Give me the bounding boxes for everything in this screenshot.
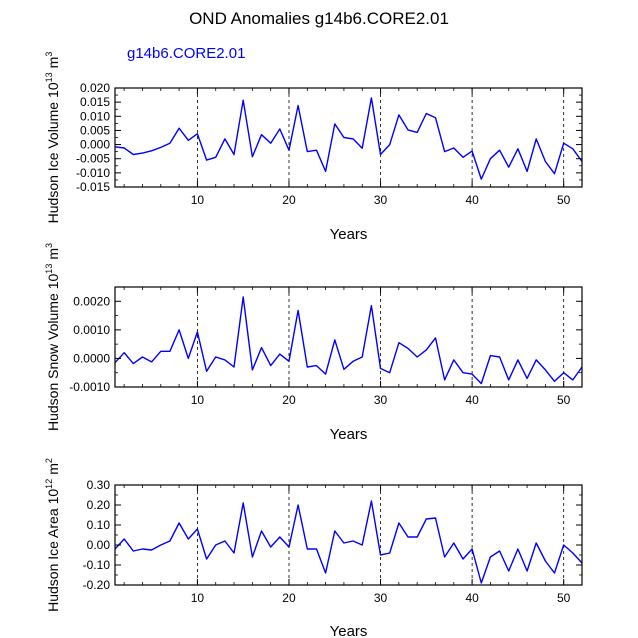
series-line [114,500,583,584]
panel-3: 10 20 30 40 50 0.30 0.20 0.10 0.00 -0.10 -0.20 Year… [44,458,583,638]
y-label-unit-exp: 12 [44,479,54,489]
y-axis-label: Hudson Snow Volume 1013 m3 [44,243,61,431]
panel-1: 10 20 30 40 50 0.0200.0150.0100.0050.000-0.00… [44,52,583,243]
y-tick-label: -0.0010 [69,380,110,394]
y-label-unit-mexp: 3 [44,243,54,248]
y-label-text: Hudson Snow Volume [45,293,61,431]
x-tick-label: 20 [282,591,296,605]
x-axis-label: Years [330,426,368,443]
y-axis-label: Hudson Ice Area 1012 m2 [44,458,61,612]
y-label-unit-mexp: 3 [44,52,54,57]
y-tick-label: 0.015 [80,95,110,109]
y-tick-label: 0.20 [87,498,111,512]
plot-frame [114,286,583,388]
y-tick-label: -0.10 [83,558,111,572]
x-tick-label: 40 [465,393,479,407]
y-label-unit-base: 10 [45,82,61,98]
y-tick-label: 0.000 [80,138,110,152]
y-tick-label: -0.015 [76,180,110,194]
plot-frame [114,484,583,586]
y-label-unit-mexp: 2 [44,458,54,463]
y-tick-label: 0.010 [80,109,110,123]
x-tick-label: 20 [282,193,296,207]
series-label: g14b6.CORE2.01 [127,45,245,62]
y-label-unit-base: 10 [45,489,61,505]
x-tick-label: 10 [191,393,205,407]
x-tick-label: 10 [191,193,205,207]
y-label-text: Hudson Ice Volume [45,102,61,224]
y-label-text: Hudson Ice Area [45,508,61,612]
figure-title: OND Anomalies g14b6.CORE2.01 [189,9,449,28]
x-axis-label: Years [330,623,368,638]
y-label-unit-m: m [45,248,61,260]
x-tick-label: 20 [282,393,296,407]
x-tick-label: 50 [557,591,571,605]
x-tick-label: 30 [374,393,388,407]
x-tick-label: 40 [465,193,479,207]
y-tick-label: 0.020 [80,81,110,95]
y-tick-label: 0.0020 [73,294,110,308]
x-tick-label: 30 [374,193,388,207]
y-tick-label: 0.00 [87,538,111,552]
x-tick-label: 30 [374,591,388,605]
y-tick-label: 0.0000 [73,351,110,365]
y-tick-label: 0.10 [87,518,111,532]
y-tick-label: -0.005 [76,152,110,166]
y-tick-label: 0.30 [87,478,111,492]
x-tick-label: 10 [191,591,205,605]
chart-panels: 10 20 30 40 500.0200.0150.0100.0050.000-0.00… [44,52,583,638]
y-tick-label: 0.005 [80,123,110,137]
y-label-unit-exp: 13 [44,264,54,274]
y-tick-label: 0.0010 [73,323,110,337]
series-line [114,97,583,180]
y-label-unit-exp: 13 [44,72,54,82]
panel-2: 10 20 30 40 50 0.0020 0.0010 0.0000 -0.0010 Years… [44,243,583,443]
y-tick-label: -0.010 [76,166,110,180]
x-tick-label: 50 [557,193,571,207]
y-axis-label: Hudson Ice Volume 1013 m3 [44,52,61,224]
series-line [114,296,583,385]
y-tick-label: -0.20 [83,578,111,592]
x-axis-label: Years [330,226,368,243]
y-label-unit-m: m [45,57,61,69]
x-tick-label: 40 [465,591,479,605]
y-label-unit-m: m [45,463,61,475]
y-label-unit-base: 10 [45,273,61,289]
x-tick-label: 50 [557,393,571,407]
